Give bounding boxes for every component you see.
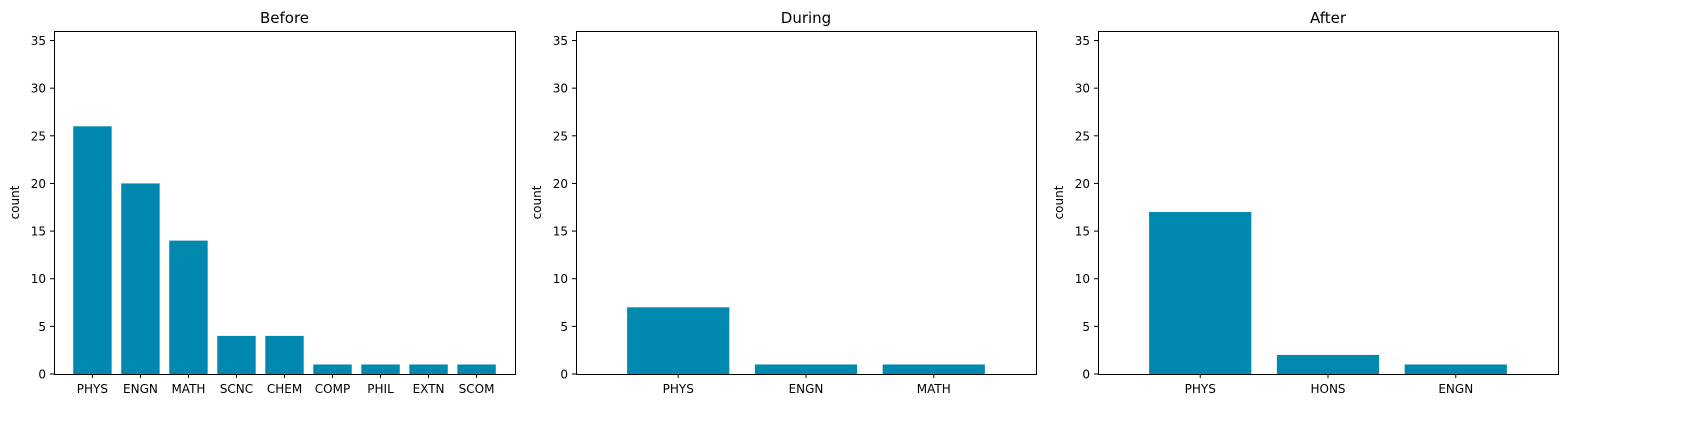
bar-math <box>882 364 985 374</box>
y-tick-label: 35 <box>553 34 568 48</box>
y-axis-label: count <box>8 185 22 219</box>
bar-math <box>169 240 208 374</box>
x-tick-label: MATH <box>171 382 205 396</box>
chart-panel-after: 0 5 10 15 20 25 30 35 PHYS HONS ENGN After count <box>1052 9 1559 396</box>
x-tick-label: SCOM <box>459 382 495 396</box>
y-tick-label: 30 <box>31 82 46 96</box>
bar-engn <box>121 183 160 374</box>
y-tick-label: 10 <box>1075 272 1090 286</box>
bar-scnc <box>217 335 256 374</box>
bar-engn <box>1404 364 1507 374</box>
y-tick-label: 10 <box>31 272 46 286</box>
chart-title: During <box>781 9 831 27</box>
x-tick-label: SCNC <box>220 382 253 396</box>
y-tick-label: 35 <box>31 34 46 48</box>
bar-phil <box>361 364 400 374</box>
x-tick-label: ENGN <box>789 382 824 396</box>
y-tick-label: 15 <box>31 225 46 239</box>
x-tick-label: PHIL <box>367 382 394 396</box>
y-tick-label: 20 <box>1075 177 1090 191</box>
y-tick-label: 20 <box>31 177 46 191</box>
y-tick-label: 25 <box>1075 129 1090 143</box>
x-tick-label: HONS <box>1310 382 1345 396</box>
bar-phys <box>73 126 112 374</box>
y-axis-label: count <box>530 185 544 219</box>
bar-chem <box>265 335 304 374</box>
bar-hons <box>1276 354 1380 374</box>
y-tick-label: 25 <box>31 129 46 143</box>
x-tick-label: MATH <box>917 382 951 396</box>
x-tick-label: ENGN <box>1438 382 1473 396</box>
y-tick-label: 15 <box>553 225 568 239</box>
y-tick-label: 0 <box>1082 368 1090 382</box>
y-tick-label: 15 <box>1075 225 1090 239</box>
chart-panel-during: 0 5 10 15 20 25 30 35 PHYS ENGN MATH During count <box>530 9 1037 396</box>
x-tick-label: EXTN <box>413 382 445 396</box>
y-tick-label: 25 <box>553 129 568 143</box>
x-tick-label: PHYS <box>1185 382 1216 396</box>
y-tick-label: 20 <box>553 177 568 191</box>
x-tick-label: CHEM <box>267 382 302 396</box>
x-tick-label: PHYS <box>663 382 694 396</box>
y-axis-label: count <box>1052 185 1066 219</box>
x-tick-label: ENGN <box>123 382 158 396</box>
chart-title: After <box>1310 9 1347 27</box>
bar-scom <box>457 364 496 374</box>
y-tick-label: 30 <box>553 82 568 96</box>
y-tick-label: 0 <box>38 368 46 382</box>
y-tick-label: 5 <box>1082 320 1090 334</box>
y-tick-label: 5 <box>560 320 568 334</box>
chart-title: Before <box>260 9 309 27</box>
x-tick-label: PHYS <box>77 382 108 396</box>
y-tick-label: 0 <box>560 368 568 382</box>
x-tick-label: COMP <box>315 382 350 396</box>
bar-phys <box>627 307 730 374</box>
y-tick-label: 30 <box>1075 82 1090 96</box>
chart-panel-before: 0 5 10 15 20 25 30 35 PHYS ENGN MATH SCNC CHEM COMP PH… <box>8 9 516 396</box>
y-tick-label: 5 <box>38 320 46 334</box>
y-tick-label: 10 <box>553 272 568 286</box>
bar-comp <box>313 364 352 374</box>
bar-extn <box>409 364 448 374</box>
y-tick-label: 35 <box>1075 34 1090 48</box>
bar-engn <box>754 364 858 374</box>
bar-phys <box>1149 212 1252 374</box>
